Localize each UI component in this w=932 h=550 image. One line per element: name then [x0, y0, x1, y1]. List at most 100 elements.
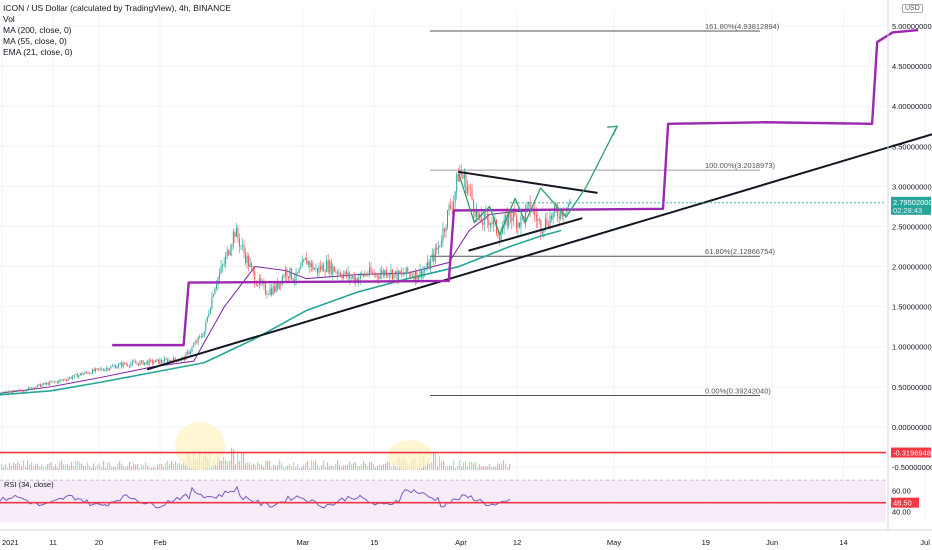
- candle-body: [98, 368, 100, 370]
- candle-body: [479, 214, 481, 218]
- user-drawings[interactable]: [112, 28, 932, 371]
- volume-bar: [123, 465, 125, 470]
- candle-body: [361, 273, 363, 275]
- candle-body: [408, 272, 410, 274]
- candle-body: [417, 277, 419, 280]
- candle-body: [89, 373, 91, 374]
- red-horizontal-lines[interactable]: -0.31969488 48.50: [0, 447, 932, 508]
- time-tick-label: 20: [95, 538, 103, 547]
- candle-body: [489, 223, 491, 226]
- candle-body: [518, 222, 520, 228]
- volume-bar: [287, 465, 289, 470]
- candle-body: [332, 266, 334, 274]
- candle-body: [277, 282, 279, 289]
- candle-body: [469, 188, 471, 190]
- price-axis[interactable]: 5.00000000 4.50000000 4.00000000 3.50000000…: [510, 0, 932, 530]
- legend-ema21[interactable]: EMA (21, close, 0): [3, 47, 73, 57]
- volume-bar: [65, 464, 67, 470]
- candle-body: [541, 232, 543, 234]
- volume-bar: [17, 462, 19, 470]
- candle-body: [255, 283, 257, 286]
- volume-bar: [471, 462, 473, 470]
- candle-body: [457, 174, 459, 182]
- candle-body: [69, 377, 71, 379]
- volume-bar: [149, 467, 151, 470]
- volume-bar: [23, 460, 25, 470]
- legend-title[interactable]: ICON / US Dollar (calculated by TradingV…: [3, 3, 232, 13]
- candle-body: [185, 353, 187, 360]
- triangle-bottom-line: [468, 217, 583, 252]
- volume-bar: [281, 463, 283, 470]
- volume-bar: [87, 462, 89, 470]
- volume-bar: [431, 462, 433, 470]
- red-price-label: -0.31969488: [893, 449, 932, 458]
- volume-bar: [379, 464, 381, 470]
- volume-bar: [59, 462, 61, 470]
- candle-body: [7, 391, 9, 393]
- volume-bar: [489, 464, 491, 470]
- candle-body: [368, 267, 370, 275]
- candle-body: [298, 268, 300, 273]
- candle-body: [154, 359, 156, 363]
- candle-body: [64, 379, 66, 381]
- candle-body: [535, 214, 537, 221]
- volume-bar: [67, 464, 69, 470]
- candle-body: [341, 276, 343, 279]
- candle-body: [362, 274, 364, 277]
- candle-body: [108, 368, 110, 371]
- candle-body: [32, 387, 34, 389]
- candle-body: [191, 347, 193, 352]
- volume-bar: [261, 464, 263, 470]
- currency-badge[interactable]: USD: [902, 4, 923, 13]
- candle-body: [543, 229, 545, 233]
- candle-body: [231, 245, 233, 251]
- volume-bar: [473, 463, 475, 470]
- volume-bar: [313, 461, 315, 470]
- volume-bar: [451, 466, 453, 470]
- volume-bar: [255, 464, 257, 470]
- volume-bar: [81, 463, 83, 470]
- candle-body: [463, 174, 465, 179]
- volume-bar: [95, 467, 97, 470]
- candle-body: [58, 380, 60, 383]
- rsi-band: [0, 480, 886, 523]
- candle-body: [87, 372, 89, 374]
- volume-bar: [243, 451, 245, 470]
- candle-body: [4, 391, 6, 393]
- candle-body: [3, 391, 5, 393]
- volume-bar: [465, 461, 467, 470]
- volume-bar: [139, 467, 141, 470]
- candle-body: [364, 273, 366, 277]
- volume-bar: [257, 462, 259, 470]
- candle-body: [509, 212, 511, 218]
- candle-body: [271, 288, 273, 295]
- candle-body: [203, 331, 205, 337]
- rsi-level-label: 48.50: [893, 499, 912, 508]
- volume-bar: [345, 465, 347, 470]
- candle-body: [56, 381, 58, 383]
- candle-body: [567, 204, 569, 207]
- volume-bar: [283, 467, 285, 470]
- legend-ma200[interactable]: MA (200, close, 0): [3, 25, 72, 35]
- volume-bar: [499, 463, 501, 470]
- volume-bar: [485, 466, 487, 470]
- candle-body: [139, 361, 141, 366]
- candle-body: [208, 313, 210, 317]
- candle-body: [378, 277, 380, 279]
- volume-bar: [307, 461, 309, 470]
- candle-body: [269, 288, 271, 295]
- price-tick-label: 1.50000000: [892, 303, 932, 312]
- legend-volume[interactable]: Vol: [3, 14, 15, 24]
- volume-bar: [141, 464, 143, 470]
- candle-body: [20, 389, 22, 391]
- candle-body: [447, 210, 449, 228]
- volume-bar: [159, 463, 161, 470]
- volume-bar: [3, 467, 5, 470]
- volume-bar: [75, 461, 77, 470]
- candle-body: [453, 201, 455, 210]
- legend-ma55[interactable]: MA (55, close, 0): [3, 36, 67, 46]
- candle-body: [21, 390, 23, 392]
- candle-body: [0, 393, 2, 394]
- time-axis[interactable]: 2021 11 20 Feb Mar 15 Apr 12 May 19 Jun 14 Jul: [0, 529, 932, 547]
